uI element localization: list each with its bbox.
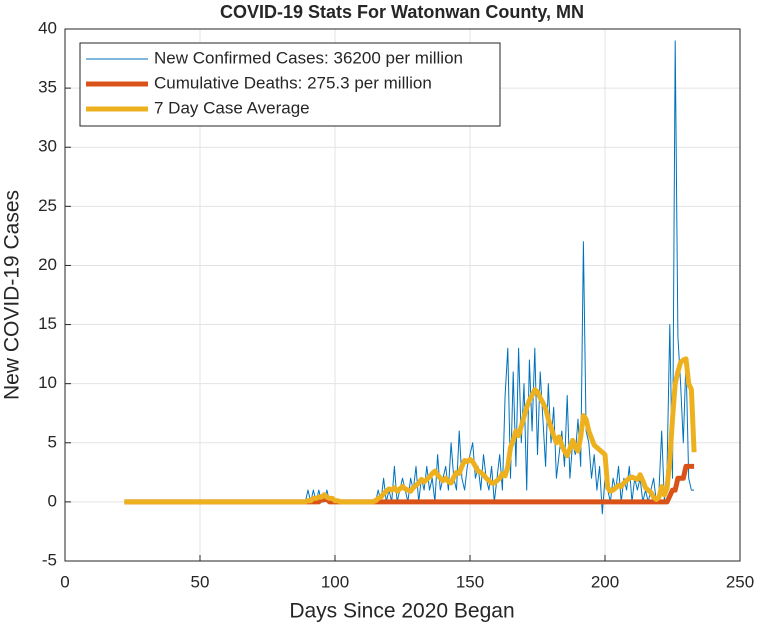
x-tick-label: 200 [591, 572, 619, 591]
axes-box [64, 28, 741, 562]
x-tick-label: 0 [60, 572, 69, 591]
x-tick-label: 250 [726, 572, 754, 591]
series-line [124, 356, 697, 505]
y-tick-label: 0 [48, 491, 57, 510]
y-tick-label: 25 [38, 196, 57, 215]
legend-label: Cumulative Deaths: 275.3 per million [154, 73, 432, 92]
y-tick-label: 10 [38, 373, 57, 392]
x-tick-label: 50 [191, 572, 210, 591]
y-axis-label: New COVID-19 Cases [1, 190, 24, 400]
plot-lines [124, 40, 697, 515]
y-tick-label: 30 [38, 137, 57, 156]
y-tick-label: -5 [42, 550, 57, 569]
legend-box [79, 42, 501, 127]
x-tick-label: 150 [456, 572, 484, 591]
chart-title: COVID-19 Stats For Watonwan County, MN [220, 2, 584, 22]
legend: New Confirmed Cases: 36200 per million Cu… [79, 42, 501, 127]
y-tick-label: 20 [38, 255, 57, 274]
x-tick-label: 100 [321, 572, 349, 591]
y-tick-label: 35 [38, 78, 57, 97]
y-tick-label: 40 [38, 18, 57, 37]
legend-label: 7 Day Case Average [154, 98, 310, 117]
legend-label: New Confirmed Cases: 36200 per million [154, 48, 463, 67]
y-tick-label: 15 [38, 314, 57, 333]
y-tick-label: 5 [48, 432, 57, 451]
x-axis-label: Days Since 2020 Began [289, 600, 514, 623]
